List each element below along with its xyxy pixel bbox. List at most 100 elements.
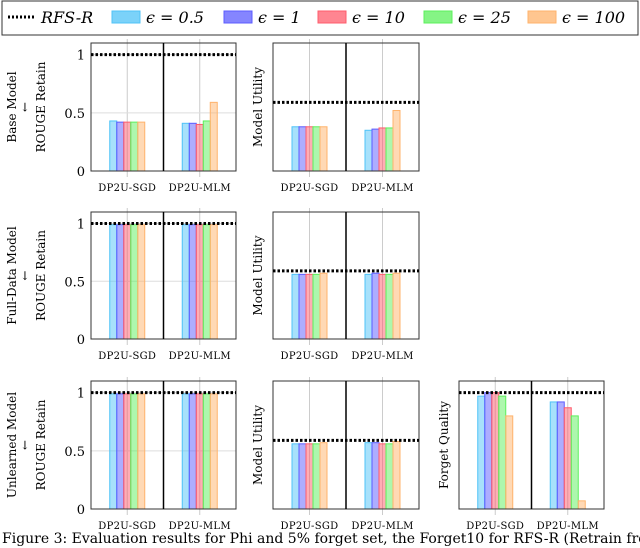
- bar: [305, 273, 314, 340]
- y-axis-label: Model Utility: [251, 235, 265, 315]
- bar: [291, 443, 300, 510]
- bar: [123, 393, 132, 510]
- bar: [364, 129, 373, 172]
- legend-reference-label: RFS-R: [40, 8, 93, 27]
- bar: [137, 121, 146, 172]
- bar: [556, 401, 565, 510]
- bar: [137, 224, 146, 340]
- legend-label: ϵ = 0.5: [146, 8, 204, 27]
- y-tick-label: 1: [77, 387, 85, 402]
- x-tick-label: DP2U-SGD: [281, 521, 339, 532]
- bar: [109, 224, 118, 340]
- bar: [130, 393, 139, 510]
- x-tick-label: DP2U-SGD: [281, 351, 339, 362]
- bar: [371, 128, 380, 172]
- bar: [312, 126, 321, 172]
- legend-label: ϵ = 1: [258, 8, 301, 27]
- bar: [305, 126, 314, 172]
- bar: [392, 109, 401, 172]
- bar: [298, 443, 307, 510]
- y-tick-label: 1: [77, 49, 85, 64]
- x-tick-label: DP2U-SGD: [98, 183, 156, 194]
- x-tick-label: DP2U-MLM: [351, 183, 413, 194]
- bar: [181, 122, 190, 172]
- bar: [484, 392, 493, 510]
- x-tick-label: DP2U-MLM: [169, 351, 231, 362]
- bar: [130, 224, 139, 340]
- bar: [123, 121, 132, 172]
- bar: [188, 224, 197, 340]
- bar: [319, 442, 328, 510]
- y-tick-label: 0: [77, 165, 85, 180]
- bar: [195, 393, 204, 510]
- bar: [570, 415, 579, 510]
- bar: [392, 441, 401, 510]
- chart-panel: DP2U-SGD DP2U-MLM Forget Quality: [437, 377, 605, 532]
- x-tick-label: DP2U-MLM: [169, 521, 231, 532]
- chart-panel: 0 0.5 1 DP2U-SGD DP2U-MLM Full-Data Model → ROU…: [5, 208, 237, 362]
- bar: [209, 393, 218, 510]
- row-arrow: →: [18, 270, 32, 280]
- bar: [312, 273, 321, 340]
- bar: [477, 395, 486, 510]
- bar: [378, 273, 387, 340]
- legend-swatch: [317, 10, 347, 24]
- bar: [209, 101, 218, 172]
- x-tick-label: DP2U-MLM: [169, 183, 231, 194]
- bar: [378, 443, 387, 510]
- bar: [491, 392, 500, 510]
- bar: [291, 273, 300, 340]
- y-axis-label: Forget Quality: [437, 401, 451, 489]
- bar: [209, 224, 218, 340]
- y-tick-label: 1: [77, 218, 85, 233]
- bar: [364, 442, 373, 510]
- y-axis-label: ROUGE Retain: [34, 61, 48, 152]
- bar: [385, 273, 394, 340]
- bar: [364, 273, 373, 340]
- bar: [202, 393, 211, 510]
- bar: [298, 273, 307, 340]
- y-axis-label: Model Utility: [251, 405, 265, 485]
- bar: [195, 224, 204, 340]
- y-axis-label: ROUGE Retain: [34, 399, 48, 490]
- x-tick-label: DP2U-SGD: [466, 521, 524, 532]
- bar: [188, 122, 197, 172]
- y-axis-label: Model Utility: [251, 67, 265, 147]
- legend: RFS-R ϵ = 0.5 ϵ = 1 ϵ = 10 ϵ = 25 ϵ = 100: [1, 0, 639, 36]
- bar: [116, 393, 125, 510]
- bar: [116, 224, 125, 340]
- y-tick-label: 0.5: [64, 107, 85, 122]
- row-arrow: →: [18, 102, 32, 112]
- bar: [577, 500, 586, 510]
- x-tick-label: DP2U-MLM: [537, 521, 599, 532]
- bar: [188, 393, 197, 510]
- legend-swatch: [223, 10, 253, 24]
- row-label: Full-Data Model: [5, 226, 19, 325]
- bar: [312, 443, 321, 510]
- chart-panel: DP2U-SGD DP2U-MLM Model Utility: [251, 39, 420, 194]
- legend-swatch: [527, 10, 557, 24]
- bar: [298, 126, 307, 172]
- bar: [202, 224, 211, 340]
- bar: [181, 393, 190, 510]
- x-tick-label: DP2U-SGD: [98, 521, 156, 532]
- x-tick-label: DP2U-SGD: [281, 183, 339, 194]
- bar: [116, 121, 125, 172]
- chart-panel: 0 0.5 1 DP2U-SGD DP2U-MLM Base Model → ROUGE Re…: [5, 39, 237, 194]
- bar: [109, 393, 118, 510]
- y-tick-label: 0.5: [64, 445, 85, 460]
- y-tick-label: 0: [77, 333, 85, 348]
- bar: [392, 272, 401, 340]
- bar: [181, 224, 190, 340]
- chart-panel: 0 0.5 1 DP2U-SGD DP2U-MLM Unlearned Model → ROU…: [5, 377, 237, 532]
- bar: [563, 407, 572, 510]
- y-tick-label: 0: [77, 503, 85, 518]
- x-tick-label: DP2U-MLM: [351, 351, 413, 362]
- bar: [371, 442, 380, 510]
- bar: [378, 127, 387, 172]
- legend-label: ϵ = 100: [562, 8, 625, 27]
- bar: [498, 395, 507, 510]
- bar: [319, 126, 328, 172]
- row-arrow: →: [18, 440, 32, 450]
